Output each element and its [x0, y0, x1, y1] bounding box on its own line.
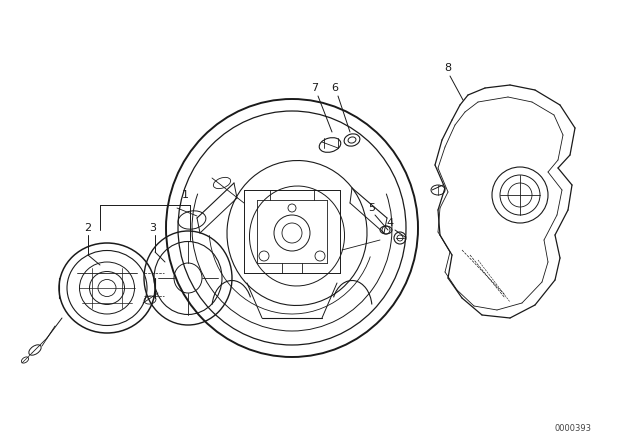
Text: 5: 5: [369, 203, 376, 213]
Text: 7: 7: [312, 83, 319, 93]
Text: 8: 8: [444, 63, 452, 73]
Text: 6: 6: [332, 83, 339, 93]
Text: 2: 2: [84, 223, 92, 233]
Text: 1: 1: [182, 190, 189, 200]
Text: 0000393: 0000393: [554, 423, 591, 432]
Text: 4: 4: [387, 218, 394, 228]
Text: 3: 3: [150, 223, 157, 233]
